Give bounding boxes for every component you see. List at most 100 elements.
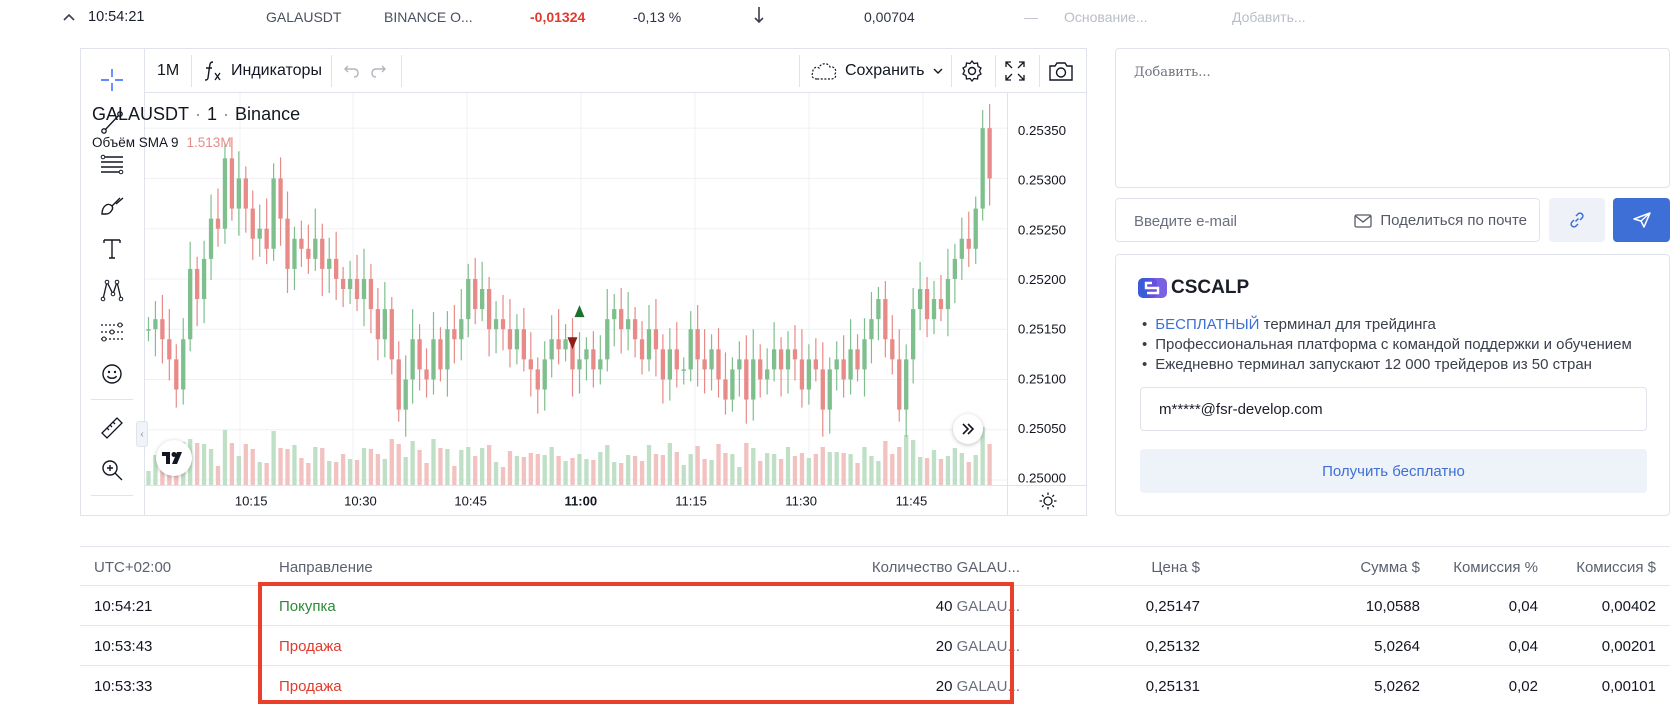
header-sum[interactable]: Сумма $ xyxy=(1360,559,1420,576)
sell-marker xyxy=(567,337,578,350)
cscalp-logo-icon xyxy=(1138,278,1167,298)
header-commission-pct[interactable]: Комиссия % xyxy=(1453,559,1538,576)
chevron-up-icon[interactable] xyxy=(62,12,76,22)
ruler-tool-button[interactable] xyxy=(95,411,129,445)
share-email-input[interactable]: Введите e-mail Поделиться по почте xyxy=(1115,198,1540,242)
candle-body xyxy=(862,339,867,370)
send-button[interactable] xyxy=(1613,198,1670,242)
table-row[interactable]: 10:54:21 Покупка 40 GALAU... 0,25147 10,… xyxy=(80,586,1670,626)
candle-body xyxy=(639,339,645,360)
row-time: 10:53:33 xyxy=(94,678,153,695)
candle-body xyxy=(778,349,784,370)
time-axis[interactable]: 10:15 10:30 10:45 11:00 11:15 11:30 11:45 xyxy=(145,485,1007,515)
save-layout-button[interactable]: Сохранить xyxy=(809,49,945,93)
undo-button[interactable] xyxy=(341,49,361,93)
volume-bar xyxy=(229,443,235,485)
header-direction[interactable]: Направление xyxy=(279,559,373,576)
candle-body xyxy=(841,359,846,380)
volume-bar xyxy=(688,454,693,485)
header-price[interactable]: Цена $ xyxy=(1151,559,1200,576)
promo-bullet: Профессиональная платформа с командой по… xyxy=(1142,335,1632,355)
position-summary-row[interactable]: 10:54:21 GALAUSDT BINANCE O... -0,01324 … xyxy=(0,0,1680,36)
volume-bar xyxy=(848,454,853,485)
volume-bar xyxy=(959,453,964,485)
header-time[interactable]: UTC+02:00 xyxy=(94,559,172,576)
get-free-button[interactable]: Получить бесплатно xyxy=(1140,449,1647,493)
collapse-toolbar-button[interactable]: ‹ xyxy=(136,421,148,447)
candle-body xyxy=(201,258,207,300)
pattern-tool-button[interactable] xyxy=(95,273,129,307)
candle-body xyxy=(653,329,659,350)
row-commission-abs: 0,00201 xyxy=(1601,638,1656,655)
add-tag-input[interactable]: Добавить... xyxy=(1232,9,1306,25)
header-commission-abs[interactable]: Комиссия $ xyxy=(1576,559,1656,576)
volume-bar xyxy=(883,441,888,485)
table-row[interactable]: 10:53:43 Продажа 20 GALAU... 0,25132 5,0… xyxy=(80,626,1670,666)
fib-tool-button[interactable] xyxy=(95,147,129,181)
volume-bar xyxy=(299,458,304,485)
fib-lines-icon xyxy=(100,154,124,175)
volume-bar xyxy=(730,454,735,485)
indicators-label: Индикаторы xyxy=(231,62,322,79)
volume-legend[interactable]: Объём SMA 9 1.513M xyxy=(92,135,232,150)
text-tool-button[interactable] xyxy=(95,231,129,265)
volume-bar xyxy=(313,447,318,485)
note-textarea[interactable]: Добавить... xyxy=(1115,48,1670,188)
redo-button[interactable] xyxy=(369,49,389,93)
table-row[interactable]: 10:53:33 Продажа 20 GALAU... 0,25131 5,0… xyxy=(80,666,1670,705)
brush-tool-button[interactable] xyxy=(95,189,129,223)
volume-bar xyxy=(653,454,659,485)
crosshair-tool-button[interactable] xyxy=(95,63,129,97)
snapshot-button[interactable] xyxy=(1047,49,1075,93)
tradingview-logo[interactable] xyxy=(156,440,192,476)
scroll-to-realtime-button[interactable] xyxy=(953,414,983,444)
row-sum: 10,0588 xyxy=(1365,598,1420,615)
trend-line-tool-button[interactable] xyxy=(95,105,129,139)
header-quantity[interactable]: Количество GALAU... xyxy=(871,559,1020,576)
prediction-tool-button[interactable] xyxy=(95,315,129,349)
candle-body xyxy=(792,349,798,360)
candle-body xyxy=(271,178,276,249)
candle-body xyxy=(264,228,269,249)
price-tick-label: 0.25250 xyxy=(1018,222,1066,237)
chart-legend-title[interactable]: GALAUSDT · 1 · Binance xyxy=(92,104,301,124)
promo-bullets: БЕСПЛАТНЫЙ терминал для трейдинга Профес… xyxy=(1142,315,1632,375)
candle-body xyxy=(681,369,686,371)
candle-body xyxy=(389,309,394,360)
volume-bar xyxy=(952,448,958,485)
volume-bar xyxy=(334,462,339,485)
emoji-tool-button[interactable] xyxy=(95,357,129,391)
row-commission-abs: 0,00402 xyxy=(1601,598,1656,615)
candle-body xyxy=(292,238,297,269)
volume-bar xyxy=(716,444,721,485)
candle-body xyxy=(167,339,172,360)
interval-button[interactable]: 1M xyxy=(157,62,180,79)
volume-bar xyxy=(194,443,200,485)
volume-bar xyxy=(890,454,895,485)
indicators-button[interactable]: Индикаторы xyxy=(201,49,322,93)
price-axis[interactable]: 0.25000 0.25050 0.25100 0.25150 0.25200 0.252… xyxy=(1007,93,1087,485)
zoom-tool-button[interactable] xyxy=(95,453,129,487)
share-by-mail-button[interactable]: Поделиться по почте xyxy=(1354,212,1527,229)
volume-bar xyxy=(785,447,791,485)
promo-email-input[interactable]: m*****@fsr-develop.com xyxy=(1140,387,1647,431)
volume-bar xyxy=(347,459,353,485)
chevron-down-icon[interactable] xyxy=(931,64,945,78)
cloud-icon xyxy=(811,63,837,80)
fullscreen-button[interactable] xyxy=(1003,49,1027,93)
base-input[interactable]: Основание... xyxy=(1064,9,1148,25)
candlestick-chart[interactable] xyxy=(145,93,1007,485)
candle-body xyxy=(771,349,777,370)
candle-body xyxy=(556,339,561,350)
undo-icon xyxy=(344,65,359,78)
chart-settings-button[interactable] xyxy=(959,49,985,93)
axis-settings-button[interactable] xyxy=(1007,485,1087,515)
price-tick-label: 0.25050 xyxy=(1018,421,1066,436)
volume-bar xyxy=(855,463,860,485)
emoji-icon xyxy=(102,364,122,384)
copy-link-button[interactable] xyxy=(1549,198,1605,242)
volume-bar xyxy=(361,448,367,485)
volume-bar xyxy=(758,461,763,485)
pattern-icon xyxy=(100,279,124,302)
price-tick-label: 0.25300 xyxy=(1018,173,1066,188)
